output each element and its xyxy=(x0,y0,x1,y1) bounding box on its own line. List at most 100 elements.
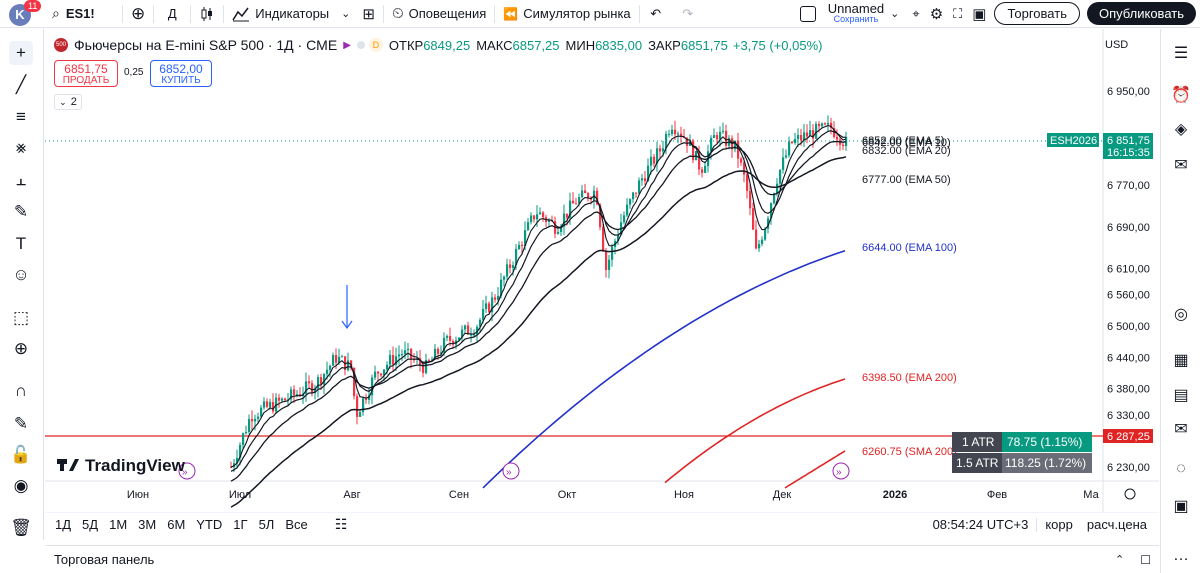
candle-body xyxy=(542,212,545,218)
pattern-icon[interactable]: ⨳ xyxy=(15,138,27,157)
candle-body xyxy=(623,215,626,223)
symbol-label: ES1! xyxy=(65,6,95,21)
goto-realtime-icon[interactable]: » xyxy=(178,462,196,480)
range-button[interactable]: Все xyxy=(285,517,308,532)
candle-body xyxy=(533,215,536,220)
buy-button[interactable]: 6852,00 КУПИТЬ xyxy=(150,60,212,87)
event-marker-icon[interactable]: » xyxy=(502,462,520,480)
candle-body xyxy=(659,148,662,152)
layout-save[interactable]: Unnamed Сохранить ⌄ xyxy=(792,0,908,28)
range-button[interactable]: 1Д xyxy=(55,517,72,532)
symbol-search[interactable]: ⌕ ES1! xyxy=(44,0,122,28)
ruler-icon[interactable]: ⬚ xyxy=(12,308,30,327)
range-button[interactable]: YTD xyxy=(196,517,223,532)
divider xyxy=(382,4,384,23)
candle-body xyxy=(296,394,299,396)
date-range-icon[interactable]: ☷ xyxy=(334,516,348,532)
trend-line-icon[interactable]: ╱ xyxy=(15,75,27,94)
quick-search-button[interactable]: ⌖ xyxy=(907,0,924,28)
forecast-icon[interactable]: ⫠ xyxy=(15,170,27,189)
alerts-button[interactable]: ⏲ Оповещения xyxy=(384,0,494,28)
zoom-in-icon[interactable]: ⊕ xyxy=(13,339,29,358)
replay-button[interactable]: ⏪ Симулятор рынка xyxy=(495,0,638,28)
calendar-icon[interactable]: ▦ xyxy=(1173,352,1189,369)
adjustment-toggle[interactable]: корр xyxy=(1045,517,1073,532)
interval-button[interactable]: Д xyxy=(167,6,177,21)
chart-type-button[interactable] xyxy=(191,0,223,28)
time-scale[interactable]: Июн Июл Авг Сен Окт Ноя Дек 2026 Фев Ма xyxy=(127,489,1100,501)
price-label: 6 330,00 xyxy=(1107,410,1150,422)
layouts-button[interactable]: ⊞ xyxy=(354,0,383,28)
chevron-down-icon: ⌄ xyxy=(341,8,351,20)
indicators-button[interactable]: Индикаторы xyxy=(224,0,337,28)
snapshot-button[interactable]: ▣ xyxy=(967,0,991,28)
watchlist-icon[interactable]: ☰ xyxy=(1173,45,1189,62)
undo-button[interactable]: ↶ xyxy=(640,0,672,28)
price-label: 6 690,00 xyxy=(1107,222,1150,234)
clock-time[interactable]: 08:54:24 UTC+3 xyxy=(932,517,1029,532)
alerts-clock-icon[interactable]: ⏰ xyxy=(1171,87,1191,104)
emoji-icon[interactable]: ☺ xyxy=(12,265,30,284)
notifications-icon[interactable]: ▣ xyxy=(1173,498,1189,515)
fullscreen-button[interactable]: ⛶ xyxy=(948,0,967,28)
streams-icon[interactable]: ✉ xyxy=(1174,421,1188,438)
eye-icon[interactable]: ◉ xyxy=(13,476,29,495)
lock-icon[interactable]: 🔓 xyxy=(10,445,32,464)
redo-button[interactable]: ↷ xyxy=(672,0,704,28)
settings-button[interactable]: ⚙ xyxy=(925,0,948,28)
settlement-toggle[interactable]: расч.цена xyxy=(1086,517,1147,532)
publish-button[interactable]: Опубликовать xyxy=(1086,2,1196,25)
range-button[interactable]: 5Д xyxy=(82,517,99,532)
ideas-icon[interactable]: ▤ xyxy=(1173,387,1189,404)
time-label: Авг xyxy=(343,489,360,501)
range-button[interactable]: 1Г xyxy=(233,517,248,532)
maximize-icon[interactable]: ☐ xyxy=(1140,552,1151,567)
candle-body xyxy=(611,247,614,260)
trade-button[interactable]: Торговать xyxy=(994,2,1080,25)
price-chart[interactable]: 6852.00 (EMA 5) 6842.00 (EMA 10) 6832.00… xyxy=(45,29,1159,512)
time-label: 2026 xyxy=(883,489,907,501)
down-arrow-marker[interactable] xyxy=(341,285,353,330)
lock-drawings-icon[interactable]: ✎ xyxy=(13,414,29,433)
crosshair-icon[interactable]: + xyxy=(9,41,33,65)
series-legend[interactable]: 500 Фьючерсы на E-mini S&P 500 · 1Д · CM… xyxy=(54,37,822,53)
help-icon[interactable]: ◌ xyxy=(1176,460,1186,477)
event-marker-icon[interactable]: » xyxy=(832,462,850,480)
sell-button[interactable]: 6851,75 ПРОДАТЬ xyxy=(54,60,118,87)
ema50-label: 6777.00 (EMA 50) xyxy=(862,174,951,186)
time-label: Окт xyxy=(558,489,577,501)
panel-title[interactable]: Торговая панель xyxy=(54,552,155,567)
hotlist-icon[interactable]: ◎ xyxy=(1174,306,1188,323)
ema10-label: 6842.00 (EMA 10) xyxy=(862,137,951,149)
magnet-icon[interactable]: ∩ xyxy=(14,381,28,400)
brush-icon[interactable]: ✎ xyxy=(13,202,29,221)
candle-body xyxy=(293,389,296,395)
collapse-indicators[interactable]: ⌄ 2 xyxy=(54,94,82,110)
candle-body xyxy=(269,401,272,407)
templates-button[interactable]: ⌄ xyxy=(337,0,354,28)
chevron-up-icon[interactable]: ⌃ xyxy=(1115,554,1125,566)
candle-body xyxy=(341,356,344,358)
chat-icon[interactable]: ✉ xyxy=(1174,157,1188,174)
candle-body xyxy=(413,359,416,361)
ema5-label: 6852.00 (EMA 5) xyxy=(862,135,945,147)
more-icon[interactable]: … xyxy=(1173,547,1189,564)
time-settings-icon[interactable] xyxy=(1124,488,1136,500)
candle-body xyxy=(512,265,515,268)
candle-body xyxy=(452,340,455,345)
range-button[interactable]: 5Л xyxy=(258,517,275,532)
range-button[interactable]: 3М xyxy=(138,517,157,532)
fib-retracement-icon[interactable]: ≡ xyxy=(16,107,26,126)
price-scale[interactable]: 6 950,00 6 770,00 6 690,00 6 610,00 6 560,00… xyxy=(1107,86,1150,474)
range-button[interactable]: 1М xyxy=(109,517,128,532)
range-button[interactable]: 6М xyxy=(167,517,186,532)
user-menu[interactable]: K 11 xyxy=(0,0,44,28)
trading-panel-bar[interactable]: Торговая панель ⌃ ☐ xyxy=(45,545,1159,573)
candle-body xyxy=(812,130,815,139)
layers-icon[interactable]: ◈ xyxy=(1174,121,1188,138)
text-icon[interactable]: T xyxy=(15,234,27,253)
candle-body xyxy=(479,319,482,327)
compare-button[interactable]: ⊕ xyxy=(123,0,153,28)
trash-icon[interactable]: 🗑 xyxy=(10,518,32,537)
currency-selector[interactable]: USD xyxy=(1105,39,1129,51)
